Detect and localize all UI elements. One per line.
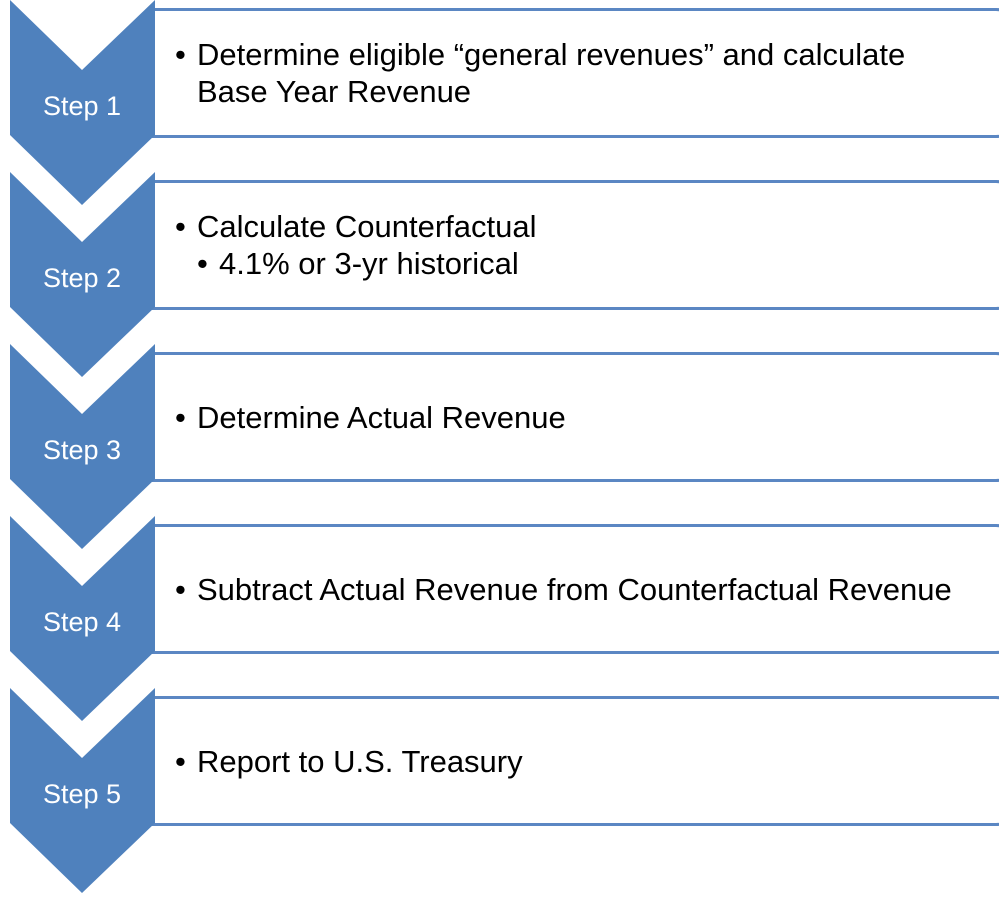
step-label: Step 1 [43, 91, 121, 121]
step-box: Determine eligible “general revenues” an… [150, 8, 999, 138]
chevron [10, 0, 155, 205]
chevron [10, 516, 155, 721]
bullet-text: Determine Actual Revenue [175, 399, 957, 436]
step-label: Step 5 [43, 779, 121, 809]
bullet-text: Report to U.S. Treasury [175, 743, 957, 780]
bullet-text: Calculate Counterfactual [175, 208, 957, 245]
bullet-text: Determine eligible “general revenues” an… [175, 36, 957, 110]
chevron [10, 688, 155, 893]
step-label: Step 4 [43, 607, 121, 637]
sub-bullet-text: 4.1% or 3-yr historical [175, 245, 979, 282]
bullet-text: Subtract Actual Revenue from Counterfact… [175, 571, 957, 608]
chevron [10, 344, 155, 549]
step-label: Step 2 [43, 263, 121, 293]
step-box: Determine Actual Revenue [150, 352, 999, 482]
step-label: Step 3 [43, 435, 121, 465]
step-box: Subtract Actual Revenue from Counterfact… [150, 524, 999, 654]
chevron [10, 172, 155, 377]
